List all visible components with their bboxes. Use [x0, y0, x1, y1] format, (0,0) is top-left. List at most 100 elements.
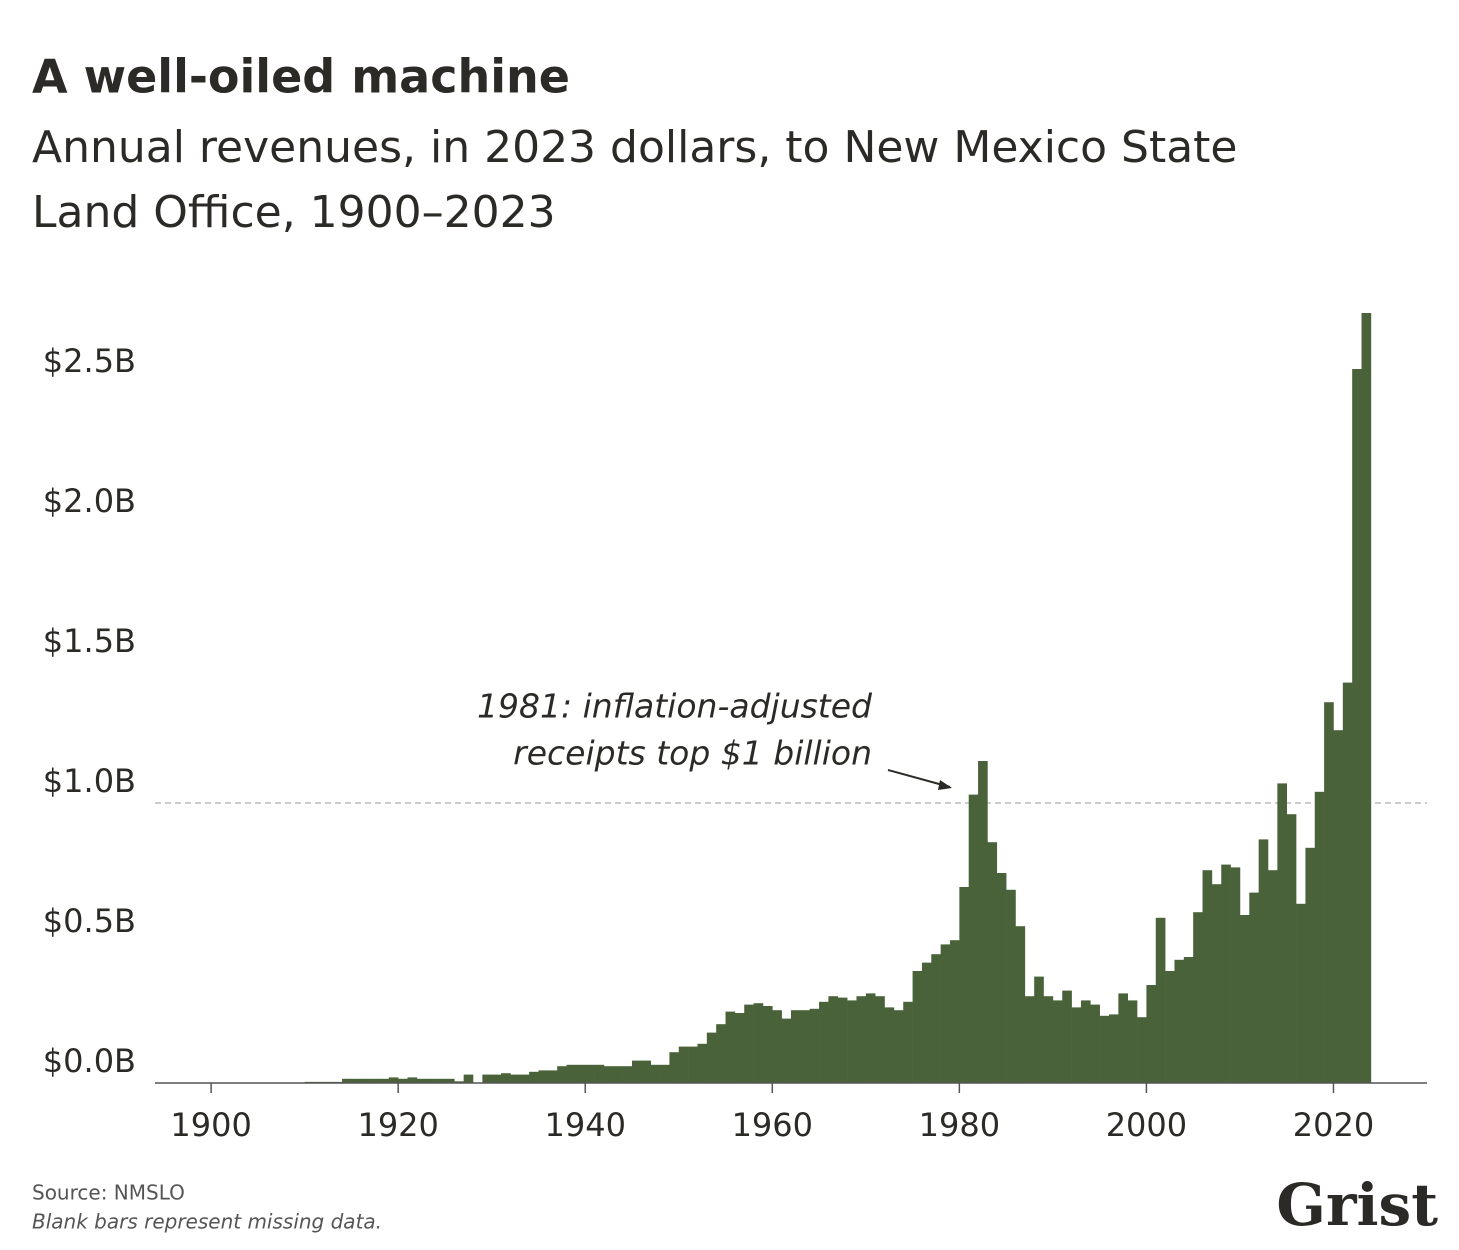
bar [1333, 730, 1344, 1083]
bar [968, 794, 979, 1083]
bar [884, 1007, 895, 1083]
bar [1109, 1014, 1119, 1083]
y-tick-label: $2.0B [43, 482, 136, 520]
bar [1361, 313, 1372, 1083]
bar [1277, 783, 1288, 1083]
y-tick-label: $1.5B [43, 622, 136, 660]
bar [1099, 1015, 1110, 1083]
bar [416, 1078, 427, 1083]
bar [1137, 1017, 1147, 1083]
bar [407, 1077, 418, 1083]
bar [1174, 959, 1185, 1083]
bar [1165, 971, 1175, 1083]
bar [388, 1077, 399, 1083]
bar [875, 996, 885, 1083]
bar [1155, 917, 1166, 1083]
bar [351, 1078, 362, 1083]
bar [1268, 870, 1278, 1083]
bar [697, 1043, 708, 1083]
bar [959, 887, 970, 1083]
chart-subtitle: Annual revenues, in 2023 dollars, to New… [32, 122, 1238, 173]
chart-title: A well-oiled machine [32, 50, 570, 104]
bar [557, 1066, 567, 1083]
bar [1090, 1004, 1100, 1083]
bar [613, 1066, 623, 1083]
bar [660, 1064, 670, 1083]
bar [538, 1070, 549, 1083]
bar [444, 1078, 455, 1083]
bar [819, 1001, 829, 1083]
bar [641, 1060, 652, 1083]
bar [1305, 847, 1316, 1083]
bar [547, 1070, 558, 1083]
x-tick-label: 1900 [170, 1106, 251, 1144]
x-tick-label: 2020 [1293, 1106, 1374, 1144]
bar [454, 1081, 464, 1083]
bar [753, 1003, 764, 1083]
bar [1258, 839, 1269, 1083]
bar [1286, 814, 1297, 1083]
annotation: receipts top $1 billion [513, 734, 872, 773]
bar [1352, 369, 1362, 1083]
bar [650, 1064, 661, 1083]
bar [1062, 990, 1072, 1083]
bar [744, 1004, 754, 1083]
bar [1080, 1000, 1091, 1083]
bar [903, 1001, 913, 1083]
chart-subtitle: Land Office, 1900–2023 [32, 187, 556, 238]
bar [893, 1010, 904, 1083]
bar [426, 1078, 436, 1083]
bar [1202, 870, 1213, 1083]
bar [1052, 1000, 1063, 1083]
bar [566, 1064, 577, 1083]
bar [1296, 903, 1306, 1083]
bar [510, 1074, 521, 1083]
bar [772, 1010, 782, 1083]
bar [1071, 1007, 1082, 1083]
bar [603, 1066, 614, 1083]
y-tick-label: $0.0B [43, 1042, 136, 1080]
bar [379, 1078, 390, 1083]
bar [342, 1078, 352, 1083]
bar [809, 1008, 820, 1083]
bar [762, 1006, 773, 1083]
bar [519, 1074, 530, 1083]
bar [847, 1000, 857, 1083]
bar [360, 1078, 371, 1083]
bar [800, 1010, 811, 1083]
bar [1221, 864, 1231, 1083]
note: Blank bars represent missing data. [32, 1210, 382, 1234]
bar [725, 1011, 736, 1083]
bar [482, 1074, 493, 1083]
bar [1006, 889, 1016, 1083]
bar [669, 1052, 680, 1083]
bar [828, 996, 839, 1083]
bar [575, 1064, 586, 1083]
bar [688, 1046, 698, 1083]
bar [622, 1066, 633, 1083]
x-tick-label: 1940 [545, 1106, 626, 1144]
x-tick-label: 1980 [919, 1106, 1000, 1144]
logo: Grist [1276, 1171, 1438, 1239]
arrow-head [938, 780, 952, 790]
bar [435, 1078, 446, 1083]
bar [594, 1064, 605, 1083]
bar [463, 1074, 474, 1083]
bar [940, 944, 951, 1083]
bar [716, 1024, 726, 1083]
bar [1024, 996, 1035, 1083]
bar [1127, 1000, 1138, 1083]
bar [996, 873, 1007, 1083]
bar [1043, 996, 1054, 1083]
x-tick-label: 1920 [357, 1106, 438, 1144]
bar [1015, 926, 1026, 1083]
bar [734, 1013, 745, 1083]
bar [931, 954, 941, 1083]
y-tick-label: $1.0B [43, 762, 136, 800]
bar [491, 1074, 502, 1083]
bar [856, 996, 867, 1083]
bar [1183, 957, 1194, 1083]
x-tick-label: 2000 [1106, 1106, 1187, 1144]
bar [1249, 892, 1259, 1083]
